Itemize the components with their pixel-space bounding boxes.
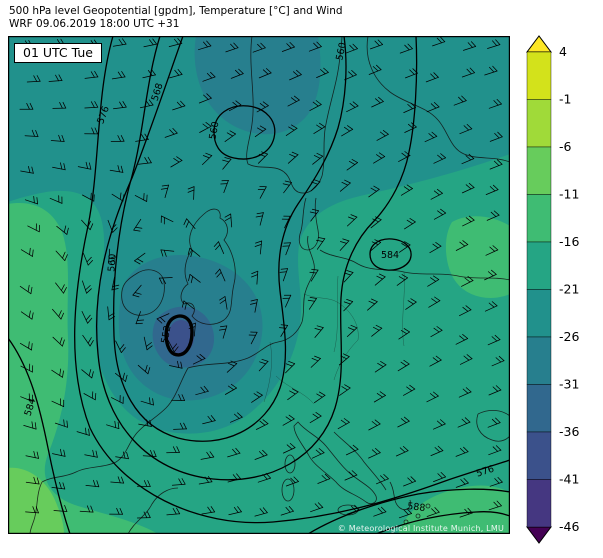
contour-584-east-closed <box>369 238 412 271</box>
temperature-fill-coldest-core <box>168 320 194 354</box>
contour-label: 576 <box>475 464 496 480</box>
colorbar-tick-label: -41 <box>559 472 579 487</box>
temperature-fill-warm-se <box>398 485 510 534</box>
colorbar-segment <box>526 146 552 195</box>
contour-560-trough <box>112 36 347 442</box>
colorbar-segment <box>526 336 552 385</box>
coast-sardinia <box>281 478 295 502</box>
colorbar-over-arrow <box>526 35 552 53</box>
page-title: 500 hPa level Geopotential [gpdm], Tempe… <box>9 5 343 17</box>
contour-label: 588 <box>407 501 426 514</box>
coast-ireland <box>121 269 165 316</box>
colorbar-segment <box>526 289 552 338</box>
border-line <box>263 341 272 403</box>
valid-time-label: 01 UTC Tue <box>14 43 102 63</box>
contour-label: 568 <box>150 82 166 103</box>
colorbar-segment <box>526 431 552 480</box>
coast-baltic-south <box>319 249 510 281</box>
coast-italy <box>293 421 377 504</box>
contour-588-se <box>375 511 510 534</box>
coast-scandinavia <box>246 36 343 194</box>
attribution-text: © Meteorological Institute Munich, LMU <box>337 524 504 533</box>
colorbar-tick-label: -16 <box>559 234 579 249</box>
contour-584-west <box>8 337 71 534</box>
coast-france-atlantic <box>41 367 189 483</box>
coast-north-sea-continent <box>187 235 315 369</box>
model-run-subtitle: WRF 09.06.2019 18:00 UTC +31 <box>9 18 180 30</box>
colorbar-tick-label: -26 <box>559 329 579 344</box>
temperature-fill-warmer-sw <box>8 467 64 534</box>
contour-568-trough <box>95 36 418 481</box>
coast-great-britain <box>180 208 236 325</box>
colorbar-tick-label: -11 <box>559 187 579 202</box>
colorbar-segment <box>526 99 552 148</box>
colorbar-tick-label: -31 <box>559 377 579 392</box>
colorbar: 4 -1 -6 -11 -16 -21 -26 -31 -36 -41 -46 <box>526 35 579 544</box>
colorbar-under-arrow <box>526 526 552 544</box>
contour-label: 560 <box>208 121 222 141</box>
contour-label: 560 <box>334 41 349 61</box>
contour-560-norway-low <box>213 105 276 160</box>
coast-denmark <box>298 197 319 251</box>
coast-baltic-north <box>366 36 510 163</box>
border-line <box>275 375 315 405</box>
coastlines <box>29 36 510 534</box>
colorbar-tick-label: -46 <box>559 519 579 534</box>
border-line <box>303 293 359 341</box>
country-borders <box>263 271 405 405</box>
coast-aegean-island <box>415 513 421 519</box>
coast-iberia <box>29 481 179 534</box>
contour-576-trough <box>74 36 510 524</box>
border-line <box>402 271 405 347</box>
colorbar-tick-label: -6 <box>559 139 572 154</box>
contour-label: 584 <box>23 397 39 418</box>
coast-greece <box>389 481 411 510</box>
contour-label: 584 <box>381 250 399 261</box>
colorbar-tick-label: 4 <box>559 44 567 59</box>
coast-adriatic-balkans <box>333 431 387 491</box>
colorbar-tick-label: -36 <box>559 424 579 439</box>
contour-label: 560 <box>106 253 119 272</box>
colorbar-segment <box>526 384 552 433</box>
coast-black-sea <box>476 410 510 442</box>
colorbar-tick-label: -1 <box>559 92 571 107</box>
colorbar-tick-label: -21 <box>559 282 579 297</box>
colorbar-segment <box>526 241 552 290</box>
coast-corsica <box>284 454 296 474</box>
contour-552-core <box>164 314 194 357</box>
geopotential-contours <box>8 36 510 534</box>
contour-584-south <box>307 488 510 534</box>
wind-barbs <box>18 36 505 519</box>
colorbar-segment <box>526 479 552 528</box>
border-line <box>333 275 339 353</box>
contour-label: 552 <box>160 325 174 345</box>
border-line <box>333 339 359 381</box>
colorbar-segment <box>526 194 552 243</box>
map-frame <box>8 36 510 534</box>
coast-aegean-island <box>425 503 431 509</box>
temperature-fill-warm-west <box>8 203 158 534</box>
temperature-fill-warm-east <box>445 216 510 298</box>
colorbar-segment <box>526 51 552 100</box>
